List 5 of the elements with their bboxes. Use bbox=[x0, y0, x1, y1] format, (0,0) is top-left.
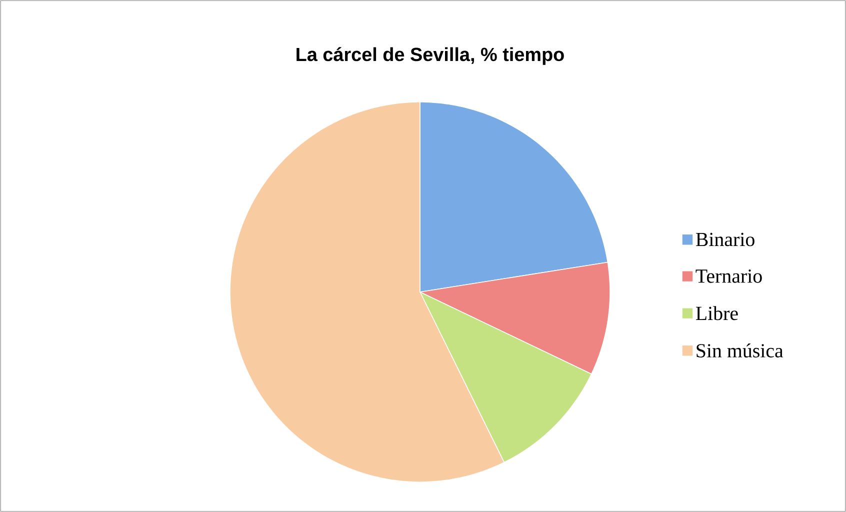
chart-title: La cárcel de Sevilla, % tiempo bbox=[296, 47, 564, 65]
legend-label: Ternario bbox=[696, 269, 762, 283]
legend-label: Libre bbox=[696, 306, 738, 320]
legend-label: Binario bbox=[696, 232, 754, 246]
legend-label: Sin música bbox=[696, 343, 784, 358]
